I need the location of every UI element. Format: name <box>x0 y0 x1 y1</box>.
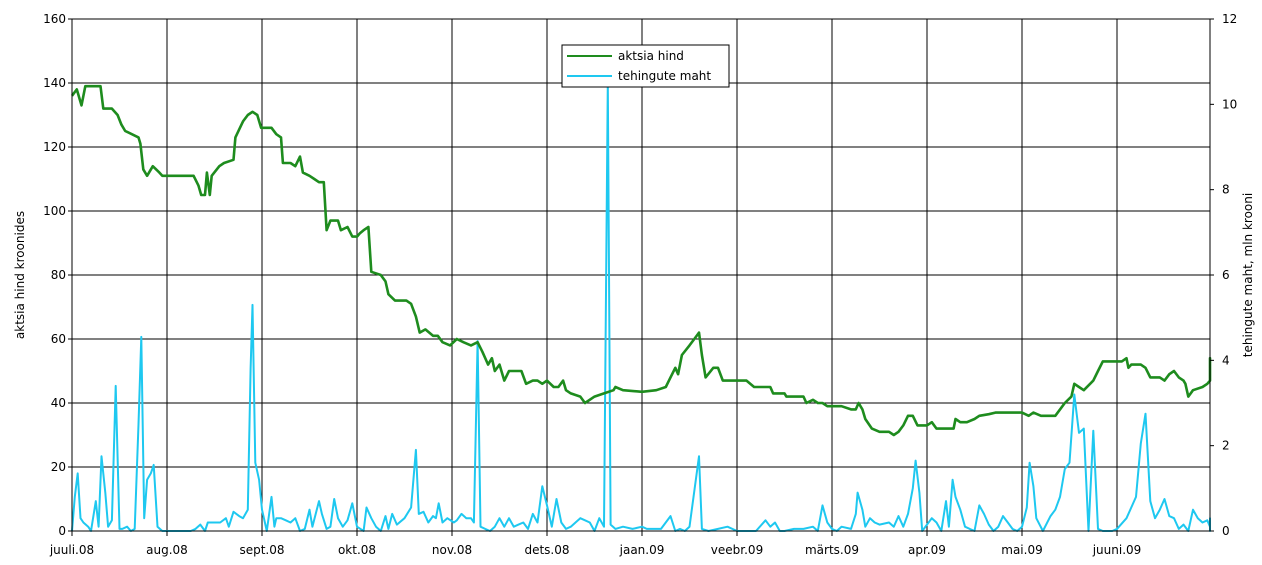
x-tick-label: jaan.09 <box>619 543 665 557</box>
x-tick-label: nov.08 <box>432 543 472 557</box>
x-tick-label: juuni.09 <box>1092 543 1142 557</box>
y-right-tick-label: 0 <box>1222 524 1230 538</box>
y-left-tick-label: 80 <box>51 268 66 282</box>
y-right-tick-label: 10 <box>1222 97 1237 111</box>
y-left-tick-label: 60 <box>51 332 66 346</box>
series-line-tehingute-maht <box>71 82 1211 532</box>
tick-labels: 0 20 40 60 80 100 120 140 160 0 2 4 6 8 10 12 juuli.08 au… <box>43 12 1237 557</box>
legend-box <box>561 44 730 88</box>
y-left-tick-label: 100 <box>43 204 66 218</box>
series-layer <box>70 82 1212 532</box>
x-tick-label: märts.09 <box>805 543 859 557</box>
series-line-aktsia-hind <box>70 84 1212 437</box>
y-left-tick-label: 20 <box>51 460 66 474</box>
y-left-tick-label: 40 <box>51 396 66 410</box>
y-right-tick-label: 12 <box>1222 12 1237 26</box>
grid <box>71 18 1210 532</box>
axes <box>68 18 1214 536</box>
legend-label-aktsia-hind: aktsia hind <box>618 49 684 63</box>
x-tick-label: juuli.08 <box>49 543 94 557</box>
y-right-tick-label: 8 <box>1222 183 1230 197</box>
y-left-tick-label: 120 <box>43 140 66 154</box>
y-axis-left-title: aktsia hind kroonides <box>13 211 27 339</box>
legend-label-tehingute-maht: tehingute maht <box>618 69 711 83</box>
x-tick-label: apr.09 <box>908 543 946 557</box>
y-axis-right-title: tehingute maht, mln krooni <box>1241 193 1255 357</box>
y-right-tick-label: 4 <box>1222 353 1230 367</box>
x-tick-label: aug.08 <box>146 543 188 557</box>
x-tick-label: okt.08 <box>338 543 376 557</box>
x-tick-label: sept.08 <box>239 543 284 557</box>
y-left-tick-label: 140 <box>43 76 66 90</box>
y-right-tick-label: 6 <box>1222 268 1230 282</box>
y-left-tick-label: 160 <box>43 12 66 26</box>
legend: aktsia hind tehingute maht <box>561 44 730 88</box>
y-right-tick-label: 2 <box>1222 439 1230 453</box>
x-tick-label: mai.09 <box>1001 543 1042 557</box>
x-tick-label: dets.08 <box>524 543 569 557</box>
y-left-tick-label: 0 <box>58 524 66 538</box>
x-tick-label: veebr.09 <box>711 543 763 557</box>
